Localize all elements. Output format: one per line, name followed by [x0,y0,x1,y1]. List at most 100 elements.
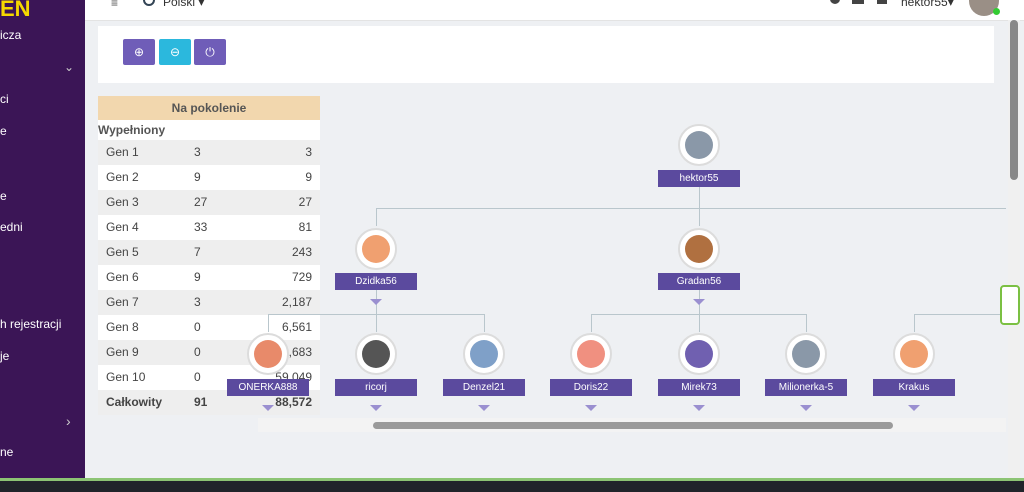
node-label[interactable]: hektor55 [658,170,740,187]
cell: Gen 3 [106,195,139,209]
chevron[interactable]: ⌄ [64,60,75,74]
node-label[interactable]: Doris22 [550,379,632,396]
mail-icon[interactable] [852,0,864,4]
cell: Gen 7 [106,295,139,309]
expand-arrow[interactable] [693,405,705,411]
cell: Gen 5 [106,245,139,259]
avatar[interactable] [570,333,612,375]
sidebar-item[interactable]: e [0,189,7,203]
node-label[interactable]: Krakus [873,379,955,396]
expand-arrow[interactable] [693,299,705,305]
avatar[interactable] [785,333,827,375]
avatar[interactable] [678,333,720,375]
sidebar-item[interactable]: ci [0,92,9,106]
menu-icon[interactable]: ≡ [111,0,119,10]
avatar[interactable] [678,124,720,166]
tree: hektor55 Dzidka56 Gradan56 ONERKA888 ricorj D… [227,124,1006,411]
expand-arrow[interactable] [585,405,597,411]
language[interactable]: Polski ▾ [163,0,204,9]
node-label[interactable]: Gradan56 [658,273,740,290]
scroll-thumb[interactable] [373,422,893,429]
connector [376,314,377,332]
avatar-image [470,340,498,368]
node-label[interactable]: ONERKA888 [227,379,309,396]
toolbar: ⊕ ⊖ ⏻ [98,26,994,83]
chevron[interactable]: › [66,413,71,429]
cell: Całkowity [106,395,163,409]
cell: 243 [291,245,312,259]
sidebar-item[interactable]: icza [0,28,22,42]
connector [484,314,485,332]
column-header: Wypełniony [98,123,166,137]
table-title: Na pokolenie [98,96,320,120]
h-scrollbar[interactable] [258,418,1006,432]
cell: 0 [194,370,201,384]
connector [268,314,269,332]
scroll-thumb[interactable] [1010,20,1018,180]
moon-icon[interactable] [830,0,840,4]
node-label[interactable]: Dzidka56 [335,273,417,290]
avatar-image [900,340,928,368]
topbar: ≡ Polski ▾ hektor55▾ [85,0,1024,21]
cell: 33 [194,220,208,234]
cell: 9 [194,170,201,184]
cell: 27 [194,195,208,209]
connector [591,314,592,332]
cell: Gen 2 [106,170,139,184]
avatar[interactable] [355,228,397,270]
side-widget[interactable] [1000,285,1020,325]
cell: Gen 9 [106,345,139,359]
reset-button[interactable]: ⏻ [194,39,226,65]
sidebar-item[interactable]: h rejestracji [0,317,62,331]
cell: Gen 8 [106,320,139,334]
sidebar-item[interactable]: ne [0,445,14,459]
cell: 0 [194,320,201,334]
status-dot [993,8,1000,15]
user-avatar[interactable] [969,0,999,16]
node-label[interactable]: ricorj [335,379,417,396]
avatar-image [685,235,713,263]
table-row: Gen 2 9 9 [98,165,320,190]
cell: 7 [194,245,201,259]
avatar[interactable] [247,333,289,375]
expand-arrow[interactable] [908,405,920,411]
connector [376,208,1006,209]
bell-icon[interactable] [877,0,887,4]
sidebar-item[interactable]: je [0,349,10,363]
avatar[interactable] [893,333,935,375]
node-label[interactable]: Denzel21 [443,379,525,396]
expand-arrow[interactable] [262,405,274,411]
avatar[interactable] [355,333,397,375]
cell: Gen 6 [106,270,139,284]
v-scrollbar[interactable] [1008,20,1020,478]
expand-arrow[interactable] [478,405,490,411]
user-name: hektor55 [901,0,948,9]
avatar[interactable] [463,333,505,375]
avatar-image [685,131,713,159]
connector [699,208,700,226]
node-label[interactable]: Mirek73 [658,379,740,396]
taskbar [0,478,1024,492]
cell: 9 [305,170,312,184]
sidebar-item[interactable]: e [0,124,7,138]
expand-arrow[interactable] [370,405,382,411]
avatar-image [362,235,390,263]
avatar-image [792,340,820,368]
language-text: Polski [163,0,196,9]
expand-arrow[interactable] [800,405,812,411]
sidebar-item[interactable]: edni [0,220,23,234]
zoom-in-button[interactable]: ⊕ [123,39,155,65]
avatar-image [685,340,713,368]
expand-arrow[interactable] [370,299,382,305]
avatar[interactable] [678,228,720,270]
table-row: Gen 5 7 243 [98,240,320,265]
user-menu[interactable]: hektor55▾ [901,0,954,9]
table-row: Gen 8 0 6,561 [98,315,320,340]
zoom-out-button[interactable]: ⊖ [159,39,191,65]
cell: 729 [291,270,312,284]
cell: 88,572 [275,395,312,409]
cell: Gen 10 [106,370,146,384]
node-label[interactable]: Milionerka-5 [765,379,847,396]
cell: 3 [194,295,201,309]
